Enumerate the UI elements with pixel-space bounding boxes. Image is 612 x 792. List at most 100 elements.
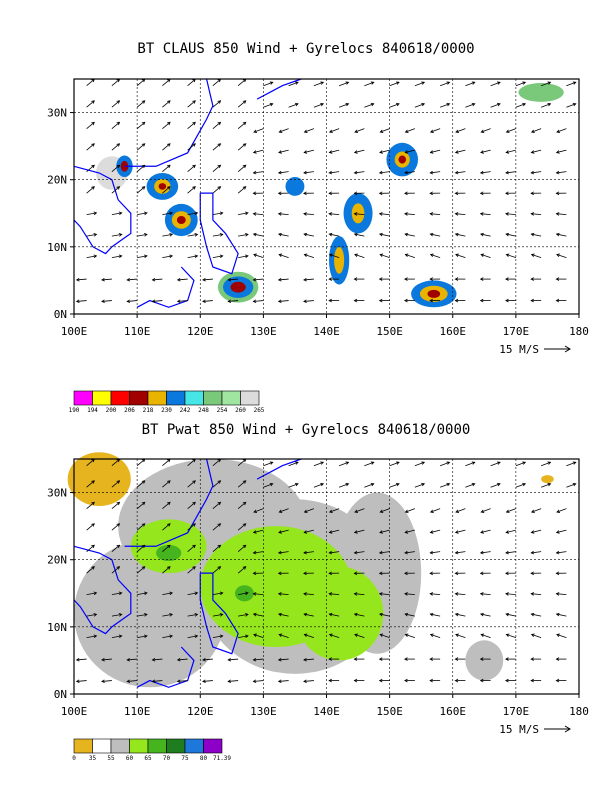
wind-vector [76, 278, 87, 281]
colorbar-label: 265 [254, 407, 265, 414]
wind-vector [329, 171, 340, 174]
wind-vector [531, 128, 542, 133]
wind-vector [465, 461, 475, 467]
wind-vector-head [294, 102, 299, 107]
wind-vector-head [479, 657, 484, 661]
island-outline [199, 192, 239, 275]
wind-vector [404, 171, 415, 174]
wind-vector [212, 100, 221, 108]
wind-vector-head [303, 633, 308, 637]
wind-vector-head [480, 129, 485, 133]
wind-vector [455, 508, 466, 513]
wind-vector-head [167, 480, 171, 484]
wind-vector-head [454, 232, 459, 237]
wind-vector-head [93, 613, 98, 617]
island-outline [136, 266, 195, 308]
wind-vector [136, 186, 146, 194]
wind-vector [455, 529, 466, 533]
wind-vector [253, 634, 264, 638]
wind-vector [515, 483, 526, 488]
wind-vector [404, 551, 415, 554]
wind-vector-head [192, 523, 196, 527]
wind-vector [177, 278, 188, 281]
wind-vector [354, 149, 365, 153]
wind-vector-head [471, 461, 476, 465]
wind-vector-head [480, 633, 485, 637]
wind-vector-head [404, 592, 408, 596]
wind-vector-head [151, 679, 156, 684]
wind-vector [556, 171, 567, 174]
wind-vector-head [141, 566, 146, 570]
wind-vector [481, 634, 491, 638]
wind-vector-head [345, 81, 350, 85]
wind-vector [253, 680, 264, 682]
colorbar-label: 206 [124, 407, 135, 414]
wind-vector-head [530, 550, 535, 555]
wind-vector [278, 149, 289, 153]
wind-vector [111, 164, 120, 172]
wind-vector-head [455, 129, 460, 133]
wind-vector-head [269, 81, 274, 85]
wind-vector-head [555, 530, 560, 534]
wind-vector-head [252, 212, 257, 216]
wind-vector-head [530, 129, 535, 133]
wind-vector [506, 634, 516, 638]
wind-vector-head [91, 143, 95, 147]
colorbar-swatch [184, 738, 204, 754]
wind-vector [202, 680, 213, 682]
wind-vector [111, 613, 122, 617]
wind-vector [364, 81, 374, 87]
wind-vector [480, 213, 491, 216]
wind-vector [212, 78, 221, 87]
wind-vector-head [572, 482, 577, 487]
wind-vector-head [194, 211, 199, 216]
wind-vector-head [93, 233, 98, 237]
wind-vector [404, 213, 415, 216]
wind-vector-head [555, 170, 560, 175]
wind-vector-head [202, 679, 206, 684]
wind-vector-head [320, 81, 325, 85]
wind-vector-head [91, 100, 95, 104]
wind-vector [278, 658, 289, 661]
wind-vector [86, 255, 97, 258]
field-shade [398, 155, 407, 164]
wind-vector [212, 592, 223, 596]
wind-vector-head [429, 530, 434, 534]
wind-vector [238, 212, 249, 216]
wind-vector-head [192, 143, 196, 147]
wind-vector-head [328, 298, 332, 303]
wind-vector [212, 523, 221, 531]
wind-vector [354, 508, 365, 513]
wind-vector [101, 300, 112, 302]
wind-vector-head [194, 233, 199, 237]
wind-vector [566, 81, 576, 87]
wind-vector-head [555, 191, 560, 196]
wind-vector-head [91, 480, 95, 484]
wind-vector [279, 508, 289, 513]
wind-vector-head [93, 254, 98, 259]
colorbar-swatch [129, 738, 149, 754]
wind-vector [111, 501, 120, 509]
wind-vector-head [141, 121, 146, 126]
wind-vector-head [116, 566, 121, 570]
wind-vector-head [547, 461, 552, 465]
wind-vector-head [505, 530, 510, 534]
wind-vector-head [277, 550, 282, 555]
colorbar-label: 0 [72, 755, 76, 762]
wind-vector [86, 78, 95, 87]
wind-vector [505, 593, 516, 596]
wind-vector-head [395, 461, 400, 465]
wind-vector-head [167, 186, 171, 190]
wind-vector [152, 658, 163, 661]
wind-vector [162, 523, 171, 531]
wind-vector-head [176, 679, 181, 684]
wind-vector-head [353, 550, 358, 555]
wind-vector-head [555, 571, 560, 576]
colorbar-swatch [184, 390, 204, 406]
wind-vector-head [217, 566, 222, 570]
wind-vector-head [379, 253, 384, 257]
wind-vector [379, 149, 390, 153]
wind-vector-head [454, 592, 459, 596]
wind-vector-head [144, 254, 148, 259]
field-shade [285, 177, 305, 196]
